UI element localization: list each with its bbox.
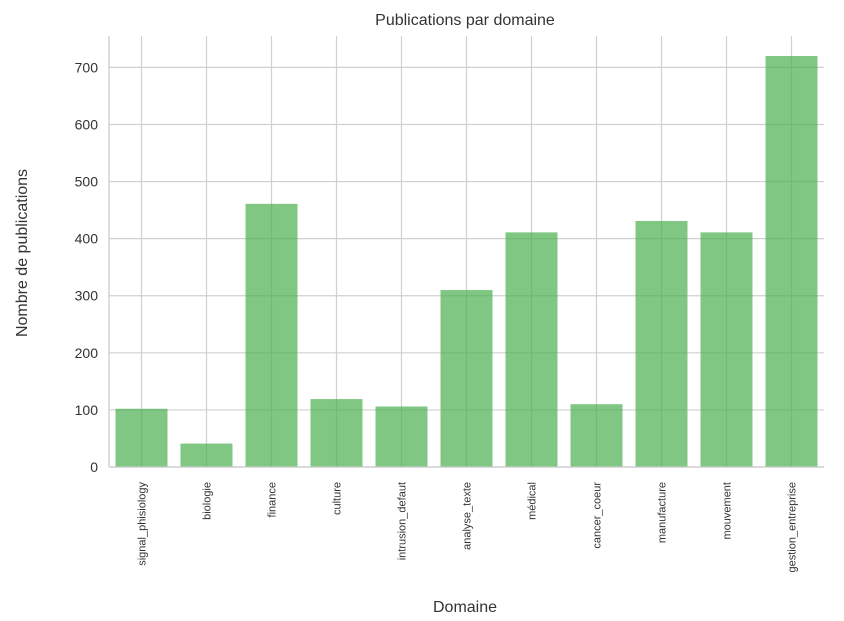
y-tick-label: 500 — [75, 174, 99, 190]
bar-gestion_entreprise — [765, 55, 818, 467]
y-tick-labels: 0 100 200 300 400 500 600 700 — [75, 59, 99, 475]
bar-mouvement — [700, 232, 753, 467]
x-tick-label: gestion_entreprise — [787, 482, 799, 573]
y-tick-label: 700 — [75, 59, 99, 75]
x-tick-labels: signal_phisiology biologie finance culture i… — [137, 482, 799, 573]
x-tick-label: cancer_coeur — [592, 482, 604, 549]
x-tick-label: culture — [332, 482, 344, 515]
bar-signal_phisiology — [115, 408, 168, 467]
y-tick-label: 100 — [75, 402, 99, 418]
bar-intrusion_defaut — [375, 406, 428, 467]
x-tick-label: finance — [267, 482, 279, 517]
bar-analyse_texte — [440, 290, 493, 467]
axes — [108, 36, 824, 468]
bar-biologie — [180, 443, 233, 467]
x-tick-label: signal_phisiology — [137, 482, 149, 566]
x-tick-label: analyse_texte — [462, 482, 474, 550]
bar-médical — [505, 232, 558, 467]
x-tick-label: médical — [527, 482, 539, 520]
x-tick-label: mouvement — [722, 482, 734, 539]
y-tick-label: 600 — [75, 116, 99, 132]
chart-title: Publications par domaine — [375, 12, 555, 29]
bar-culture — [310, 399, 363, 467]
x-tick-label: manufacture — [657, 482, 669, 543]
bar-cancer_coeur — [570, 404, 623, 467]
y-tick-label: 200 — [75, 345, 99, 361]
bar-manufacture — [635, 220, 688, 467]
x-axis-label: Domaine — [433, 599, 497, 616]
x-tick-label: biologie — [202, 482, 214, 520]
y-tick-label: 400 — [75, 231, 99, 247]
y-axis-label: Nombre de publications — [14, 169, 31, 337]
x-tick-label: intrusion_defaut — [397, 482, 409, 560]
y-tick-label: 300 — [75, 288, 99, 304]
bars — [115, 55, 818, 467]
bar-finance — [245, 203, 298, 467]
y-tick-label: 0 — [90, 459, 98, 475]
